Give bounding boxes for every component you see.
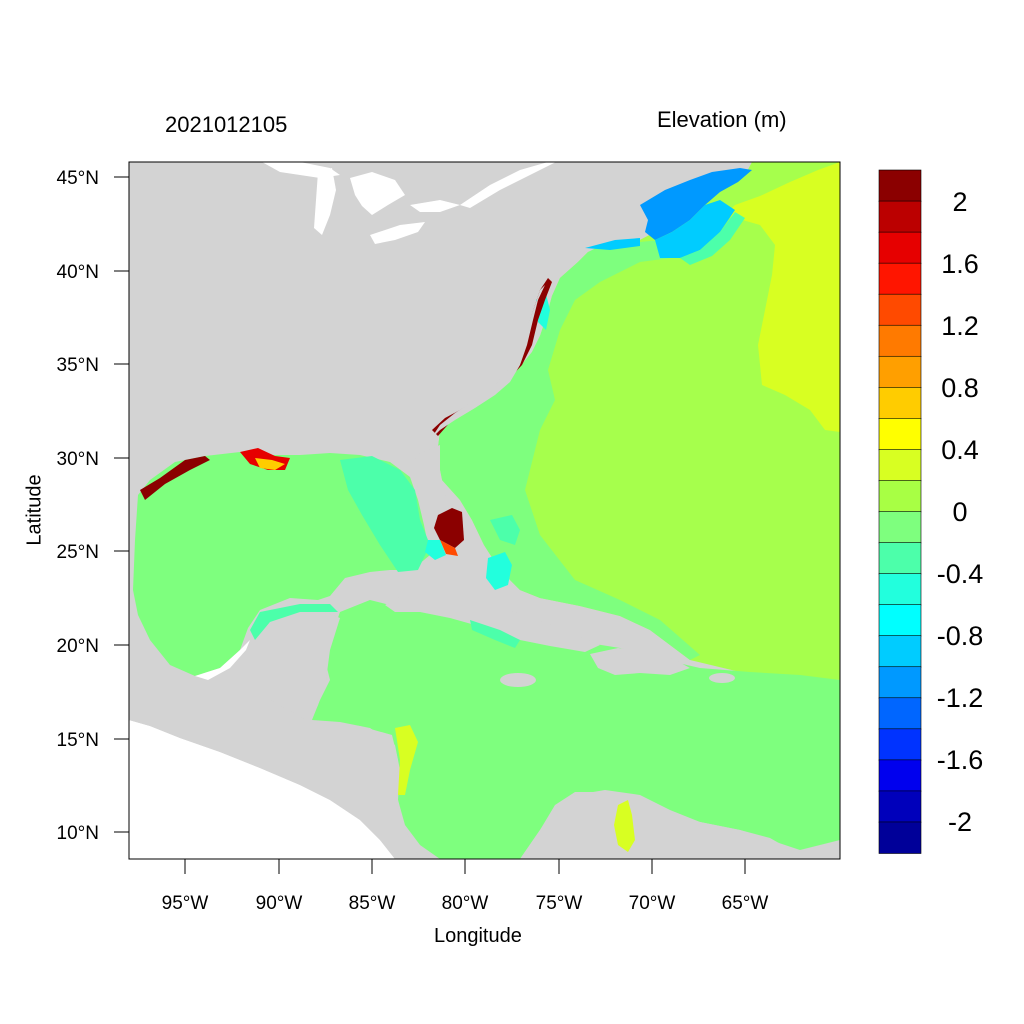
colorbar-swatch (878, 728, 922, 761)
florida-keys-high (440, 540, 458, 556)
colorbar-label: -0.4 (937, 559, 984, 589)
colorbar-label: 1.6 (941, 249, 979, 279)
colorbar-label: -0.8 (937, 621, 984, 651)
nicaragua-coast-positive (395, 725, 418, 795)
positive-anomaly-region (725, 162, 840, 432)
lat-tick-label: 35°N (57, 355, 99, 376)
lat-tick-label: 45°N (57, 168, 99, 189)
map-plot-area (129, 162, 840, 859)
colorbar-label: 0.4 (941, 435, 979, 465)
campeche-low (250, 604, 338, 640)
colorbar-swatch (878, 231, 922, 264)
south-florida-high (434, 508, 464, 548)
puerto-rico (709, 673, 735, 683)
y-axis-label: Latitude (23, 474, 46, 546)
gulf-of-maine-edge (680, 212, 745, 265)
long-island-sound-low (585, 238, 640, 250)
lat-tick-label: 10°N (57, 823, 99, 844)
bahamas-shelf (490, 515, 520, 545)
colorbar-swatch (878, 387, 922, 420)
x-axis-label: Longitude (434, 925, 522, 947)
colorbar-label: 1.2 (941, 311, 979, 341)
colorbar-swatch (878, 666, 922, 699)
texas-coast-high (140, 456, 210, 500)
colorbar-swatch (878, 821, 922, 854)
colorbar-swatch (878, 635, 922, 668)
lon-tick-label: 75°W (536, 893, 583, 914)
bahamas-low (486, 552, 512, 590)
colorbar-swatch (878, 697, 922, 730)
colorbar-label: 0 (952, 497, 967, 527)
colorbar-swatch (878, 449, 922, 482)
shelf-band (437, 222, 720, 660)
lake-ontario (410, 200, 460, 212)
plot-frame (128, 161, 841, 860)
central-america-land (129, 700, 420, 859)
st-lawrence (460, 162, 556, 208)
colorbar-swatch (878, 293, 922, 327)
southeast-coast-inner (430, 285, 545, 440)
lat-axis: 45°N 40°N 35°N 30°N 25°N 20°N 15°N 10°N (57, 168, 129, 844)
lat-tick-label: 15°N (57, 730, 99, 751)
lake-huron (350, 172, 405, 215)
lon-tick-label: 90°W (256, 893, 303, 914)
lon-tick-label: 85°W (349, 893, 396, 914)
maracaibo-positive (614, 800, 635, 852)
colorbar-swatch (878, 511, 922, 544)
colorbar-label: -1.6 (937, 745, 984, 775)
timestamp-label: 2021012105 (165, 112, 288, 137)
colorbar-label: 0.8 (941, 373, 979, 403)
lat-tick-label: 30°N (57, 449, 99, 470)
colorbar-swatch (878, 790, 922, 823)
lat-tick-label: 25°N (57, 542, 99, 563)
colorbar-swatch (878, 604, 922, 637)
cuba (385, 588, 600, 652)
lon-tick-label: 70°W (629, 893, 676, 914)
lon-tick-label: 80°W (442, 893, 489, 914)
colorbar-swatch (878, 480, 922, 513)
lon-tick-label: 95°W (162, 893, 209, 914)
gulf-of-maine-low (640, 168, 752, 240)
colorbar-labels: 2 1.6 1.2 0.8 0.4 0 -0.4 -0.8 -1.2 -1.6 … (937, 187, 984, 837)
lon-axis: 95°W 90°W 85°W 80°W 75°W 70°W 65°W (162, 859, 769, 914)
cuba-north-shelf (470, 620, 520, 648)
pacific-ocean (129, 720, 395, 859)
west-florida-shelf (340, 456, 430, 572)
hispaniola (590, 648, 690, 675)
colorbar-swatch (878, 418, 922, 451)
caribbean-sea (312, 600, 840, 859)
colorbar-swatch (878, 573, 922, 606)
colorbar-swatch (878, 169, 922, 202)
colorbar-label: -1.2 (937, 683, 984, 713)
lat-tick-label: 40°N (57, 262, 99, 283)
florida-bay-low (425, 540, 446, 560)
colorbar-swatch (878, 200, 922, 233)
lake-erie (370, 222, 425, 244)
mexico-gulf-edge (195, 640, 250, 680)
lake-michigan (314, 168, 336, 235)
jamaica (500, 673, 536, 687)
gulf-of-maine-mid (655, 200, 735, 258)
colorbar (878, 169, 922, 854)
colorbar-swatch (878, 542, 922, 575)
louisiana-surge-core (255, 458, 285, 470)
south-america (520, 790, 840, 859)
colorbar-label: 2 (952, 187, 967, 217)
colorbar-swatch (878, 355, 922, 389)
colorbar-swatch (878, 324, 922, 358)
colorbar-label: -2 (948, 807, 972, 837)
lat-tick-label: 20°N (57, 636, 99, 657)
colorbar-swatch (878, 759, 922, 792)
variable-label: Elevation (m) (657, 107, 787, 132)
gulf-of-mexico (133, 452, 430, 676)
lon-tick-label: 65°W (722, 893, 769, 914)
colorbar-swatch (878, 262, 922, 295)
yucatan-peninsula (230, 612, 340, 722)
